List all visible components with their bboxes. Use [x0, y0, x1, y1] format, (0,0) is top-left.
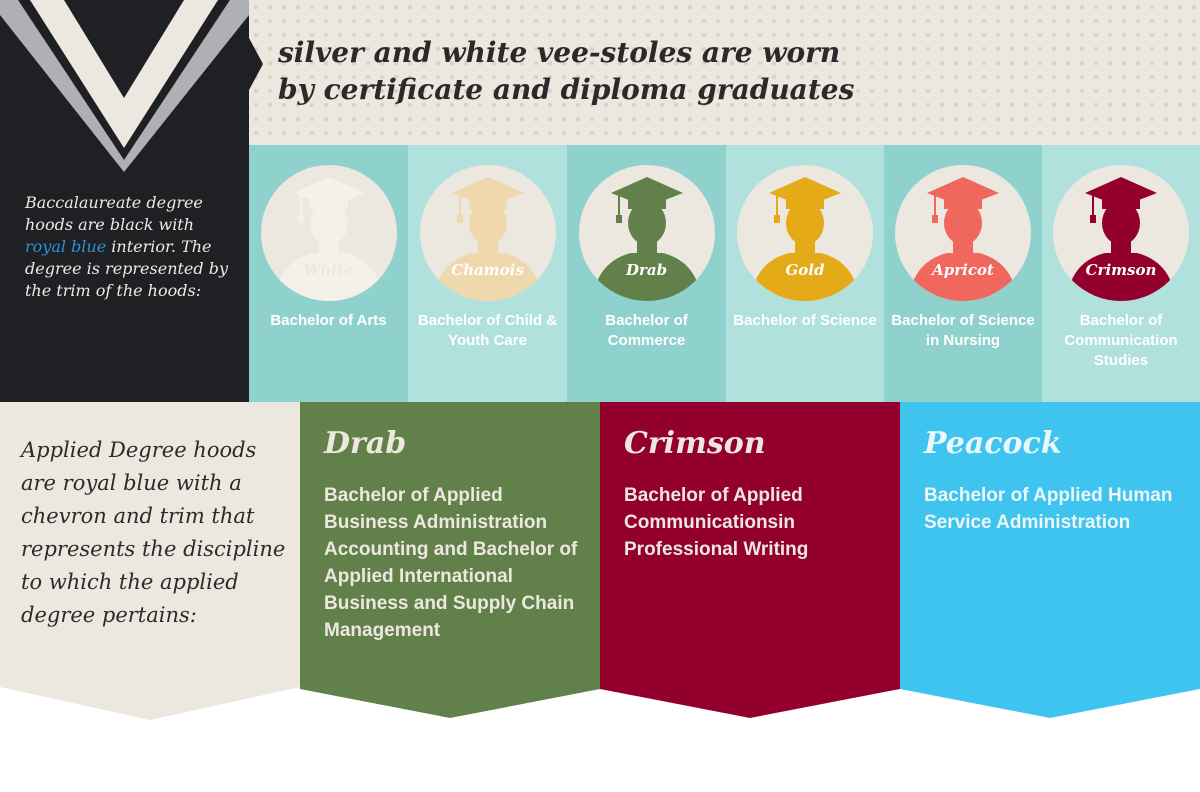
degree-name: Bachelor of Child & Youth Care [417, 312, 558, 349]
graduate-silhouette [433, 177, 542, 301]
graduate-silhouette [1067, 177, 1175, 301]
baccalaureate-hoods: White Bachelor of Arts Chamois Bachelor … [249, 145, 1200, 402]
royal-blue-text: royal blue [25, 237, 107, 256]
hood-color-name: Drab [625, 261, 668, 279]
title-line-1: silver and white vee-stoles are worn [278, 36, 841, 69]
applied-degree-description: Applied Degree hoods are royal blue with… [21, 438, 286, 627]
graduate-icon [419, 165, 556, 301]
hood-color-name: Gold [785, 261, 825, 279]
hood-color-name: Chamois [451, 261, 524, 279]
title-line-2: by certificate and diploma graduates [278, 73, 855, 106]
graduate-silhouette [274, 177, 383, 301]
page-title: silver and white vee-stoles are worn by … [278, 34, 1178, 108]
graduate-icon [578, 165, 715, 301]
ribbon-title: Drab [324, 426, 407, 461]
header-banner [249, 0, 1200, 145]
ribbon-degrees: Bachelor of Applied Communicationsin Pro… [624, 485, 809, 560]
degree-name: Bachelor of Communication Studies [1064, 312, 1178, 369]
vee-stole-icon [0, 0, 249, 172]
graduate-icon [1053, 165, 1189, 301]
graduate-icon [737, 165, 873, 301]
hood-column: Apricot Bachelor of Science in Nursing [884, 145, 1042, 402]
ribbon-title: Crimson [624, 426, 766, 461]
graduate-silhouette [751, 177, 859, 301]
ribbon-title: Peacock [924, 426, 1062, 461]
graduate-icon [260, 165, 397, 301]
ribbon-peacock: Peacock Bachelor of Applied Human Servic… [900, 402, 1200, 718]
ribbon-drab: Drab Bachelor of Applied Business Admini… [300, 402, 600, 718]
hood-column: Chamois Bachelor of Child & Youth Care [408, 145, 567, 402]
applied-degree-intro: Applied Degree hoods are royal blue with… [0, 402, 300, 720]
hood-color-name: Apricot [932, 261, 994, 279]
ribbon-degrees: Bachelor of Applied Human Service Admini… [924, 485, 1173, 533]
degree-name: Bachelor of Science in Nursing [891, 312, 1035, 349]
degree-name: Bachelor of Commerce [605, 312, 688, 349]
hood-color-name: Crimson [1085, 261, 1157, 279]
graduate-silhouette [909, 177, 1017, 301]
hood-column: Gold Bachelor of Science [726, 145, 884, 402]
ribbon-crimson: Crimson Bachelor of Applied Communicatio… [600, 402, 900, 718]
graduate-silhouette [592, 177, 701, 301]
degree-name: Bachelor of Science [733, 312, 877, 329]
hood-column: Crimson Bachelor of Communication Studie… [1042, 145, 1200, 402]
baccalaureate-description: Baccalaureate degree hoods are black wit… [25, 193, 229, 300]
hood-color-name: White [303, 261, 354, 279]
banner-arrow-notch [249, 38, 263, 90]
hood-column: Drab Bachelor of Commerce [567, 145, 726, 402]
degree-name: Bachelor of Arts [270, 312, 387, 329]
vee-stole-panel: Baccalaureate degree hoods are black wit… [0, 0, 249, 402]
ribbon-degrees: Bachelor of Applied Business Administrat… [324, 485, 578, 641]
hood-column: White Bachelor of Arts [249, 145, 408, 402]
graduate-icon [895, 165, 1031, 301]
